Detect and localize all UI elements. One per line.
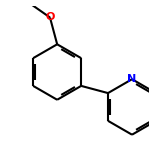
Text: N: N (127, 74, 137, 84)
Text: O: O (45, 12, 55, 22)
